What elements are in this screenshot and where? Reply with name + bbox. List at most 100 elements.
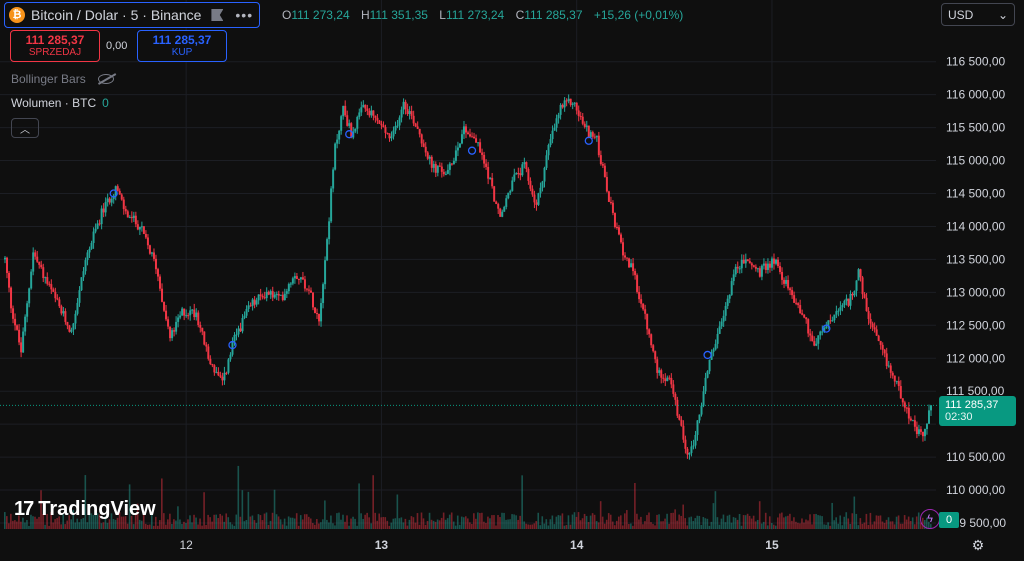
volume-bar [869,512,872,529]
indicator-volume[interactable]: Wolumen · BTC 0 [11,96,109,110]
candle-body [684,439,687,449]
candle-body [84,260,87,272]
candle-body [493,186,496,202]
candle-body [720,321,723,327]
candle-body [907,407,910,419]
volume-bar [617,516,620,529]
flag-icon[interactable] [211,9,224,21]
volume-bar [877,515,880,529]
candle-body [438,165,441,167]
candle-body [646,313,649,330]
candle-body [573,102,576,104]
volume-bar [231,524,234,529]
volume-bar [609,514,612,529]
candle-body [577,110,580,116]
volume-bar [611,521,614,529]
volume-bar [96,513,99,529]
candle-body [583,123,586,127]
volume-bar [549,519,552,529]
candle-body [523,162,526,165]
candle-body [269,291,272,295]
candle-body [718,326,721,334]
collapse-legend-button[interactable]: ︿ [11,118,39,138]
volume-bar [225,513,228,529]
volume-bar [237,465,240,529]
symbol-title[interactable]: Bitcoin / Dolar · 5 · Binance [31,7,202,23]
volume-bar [110,513,113,529]
candle-body [161,288,164,302]
last-price-value: 111 285,37 [945,399,999,411]
volume-bar [797,522,799,529]
volume-bar [454,525,457,529]
volume-bar [897,515,900,529]
candle-body [287,284,290,292]
candle-body [551,130,554,140]
candle-body [132,215,135,219]
candle-body [760,265,763,277]
candle-body [803,314,806,318]
volume-bar [243,521,246,529]
volume-bar [344,521,346,529]
volume-bar [601,516,604,529]
volume-bar [400,517,403,529]
candle-body [76,302,79,314]
candle-body [809,333,812,336]
candle-body [318,313,321,322]
volume-bar [660,521,662,529]
volume-bar [636,513,638,529]
volume-bar [891,521,894,529]
currency-select[interactable]: USD ⌄ [941,3,1015,26]
candle-body [537,193,540,205]
volume-bar [569,524,572,529]
volume-bar [559,515,562,529]
volume-bar [527,524,529,529]
candle-body [569,98,572,105]
candle-body [219,375,222,377]
candle-body [360,107,363,113]
candle-body [624,255,627,258]
indicator-bollinger[interactable]: Bollinger Bars [11,72,114,86]
candle-body [213,365,216,373]
candle-body [662,377,665,379]
lightning-icon[interactable]: ϟ [920,509,940,529]
candle-body [927,410,930,424]
volume-bar [664,518,666,529]
volume-bar [285,525,288,529]
candle-body [475,138,478,143]
volume-bar [511,514,513,529]
candle-body [672,384,675,394]
candle-body [734,266,737,275]
hidden-eye-icon[interactable] [97,74,114,84]
candle-body [193,309,196,318]
volume-bar [720,518,723,529]
candle-body [402,101,405,110]
volume-bar [60,524,62,529]
volume-bar [849,523,852,529]
candle-body [636,275,639,292]
chart-grid [0,0,936,530]
candle-body [611,202,614,213]
tradingview-logo: 17 TradingView [14,498,156,521]
candle-body [666,377,669,382]
candle-body [348,123,351,126]
volume-bar [62,514,64,529]
candle-body [122,199,125,209]
y-tick-label: 114 500,00 [946,187,1005,201]
symbol-header[interactable]: ₿ Bitcoin / Dolar · 5 · Binance ••• [4,2,261,28]
candle-body [16,325,19,330]
settings-icon[interactable]: ⚙ [971,536,985,553]
volume-bar [22,517,24,529]
candle-body [416,126,419,129]
buy-button[interactable]: 111 285,37 KUP [137,30,227,62]
volume-bar [318,523,320,529]
candle-body [481,152,484,155]
candle-body [336,139,339,144]
sell-button[interactable]: 111 285,37 SPRZEDAJ [10,30,100,62]
candle-body [752,265,755,267]
volume-bar [446,518,449,529]
candle-body [781,271,784,280]
candle-body [247,305,250,309]
candle-body [479,142,482,153]
more-icon[interactable]: ••• [235,7,254,23]
